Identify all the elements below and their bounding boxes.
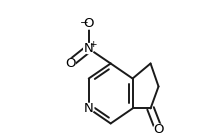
Text: N: N [84, 102, 94, 115]
Circle shape [154, 124, 164, 134]
Circle shape [84, 103, 94, 113]
Text: O: O [83, 18, 94, 30]
Circle shape [65, 58, 75, 69]
Circle shape [84, 19, 94, 29]
Text: +: + [89, 40, 97, 49]
Text: N: N [84, 42, 94, 55]
Circle shape [84, 44, 94, 54]
Text: −: − [80, 18, 89, 28]
Text: O: O [65, 57, 75, 70]
Text: O: O [153, 123, 164, 136]
